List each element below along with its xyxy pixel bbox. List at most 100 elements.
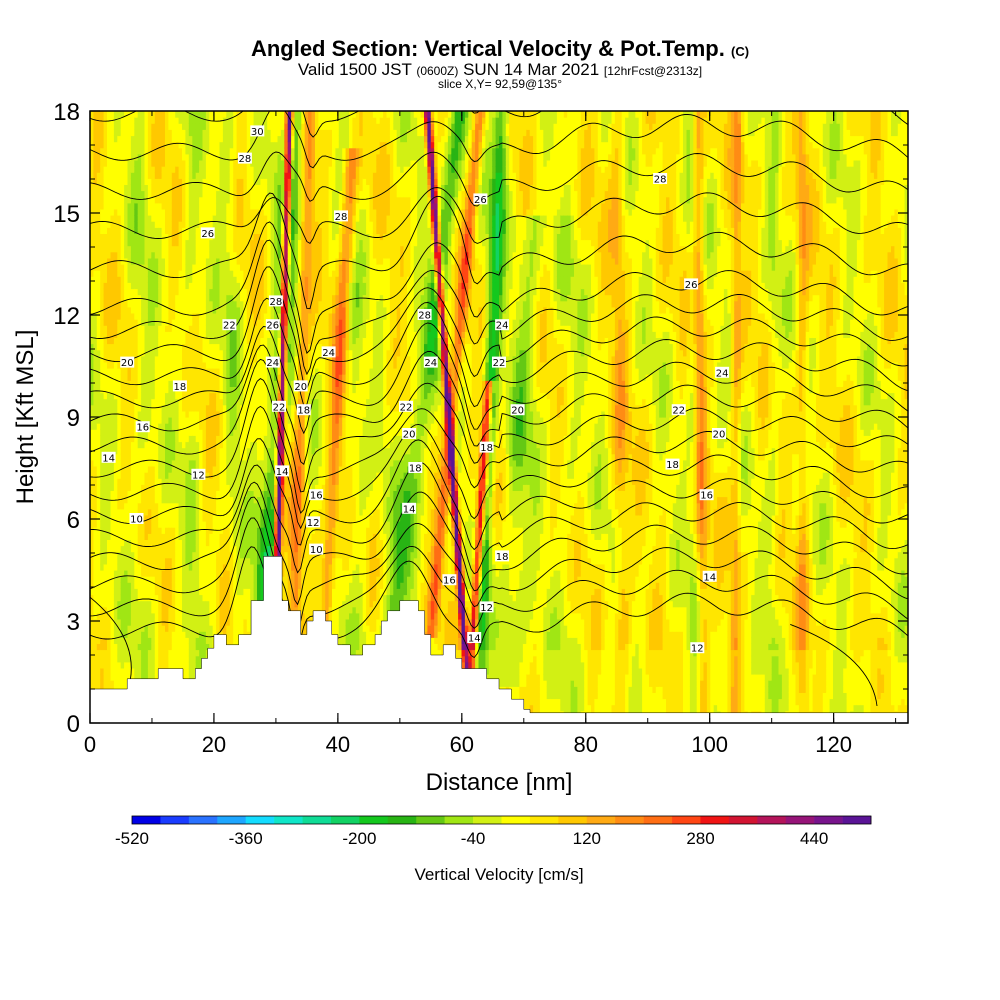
theta-contour-line	[90, 187, 908, 245]
colorbar-swatch	[302, 816, 332, 824]
colorbar-swatch	[529, 816, 559, 824]
x-axis: 0 20 40 60 80 100 120	[84, 111, 897, 757]
contour-label: 22	[399, 400, 413, 413]
contour-label: 28	[653, 173, 668, 186]
theta-contour-line	[90, 151, 908, 207]
y-axis-label: Height [Kft MSL]	[12, 330, 39, 505]
y-tick-label: 15	[53, 201, 80, 228]
colorbar-swatch	[757, 816, 787, 824]
x-tick-label: 40	[326, 732, 350, 757]
chart-title-main: Angled Section: Vertical Velocity & Pot.…	[251, 36, 725, 61]
colorbar-swatch	[217, 816, 246, 824]
terrain-mask	[89, 556, 909, 724]
colorbar-swatch	[814, 816, 843, 824]
theta-contour-line	[790, 623, 878, 707]
contour-label: 20	[712, 428, 726, 441]
contour-label: 14	[467, 632, 482, 645]
contour-label: 22	[671, 404, 686, 417]
contour-label: 12	[191, 468, 206, 481]
colorbar-tick-label: 120	[573, 829, 601, 848]
theta-contour-line	[90, 297, 908, 408]
x-tick-label: 0	[84, 732, 96, 757]
contour-label: 10	[309, 543, 324, 556]
theta-contour-line	[90, 546, 908, 669]
theta-contour-line	[90, 358, 908, 493]
colorbar-swatch	[387, 816, 417, 824]
contour-label: 26	[473, 193, 488, 206]
contour-label: 26	[200, 227, 215, 240]
contour-label: 12	[690, 642, 705, 655]
colorbar-swatch	[132, 816, 161, 824]
contour-label: 18	[408, 462, 423, 475]
x-tick-label: 120	[815, 732, 852, 757]
valid-prefix: Valid 1500 JST	[298, 60, 412, 79]
contour-label: 16	[135, 421, 150, 434]
chart-subtitle: Valid 1500 JST (0600Z) SUN 14 Mar 2021 […	[0, 60, 1000, 80]
colorbar-tick-label: 280	[686, 829, 714, 848]
theta-contour-line	[90, 322, 908, 435]
colorbar-swatch	[700, 816, 730, 824]
y-tick-label: 3	[67, 609, 80, 636]
theta-contour-line	[90, 111, 908, 169]
colorbar-swatch	[274, 816, 303, 824]
contour-label: 14	[101, 451, 116, 464]
contour-label: 22	[492, 356, 506, 369]
velocity-field	[90, 111, 908, 723]
colorbar: -520 -360 -200 -40 120 280 440	[115, 815, 872, 848]
contour-label: 16	[442, 574, 457, 587]
x-axis-label: Distance [nm]	[426, 769, 573, 796]
forecast-tag: [12hrFcst@2313z]	[604, 64, 702, 78]
colorbar-swatch	[160, 816, 190, 824]
colorbar-swatch	[586, 816, 616, 824]
contour-label: 24	[265, 356, 280, 369]
y-tick-label: 6	[67, 507, 80, 534]
colorbar-swatch	[473, 816, 502, 824]
contour-label: 24	[495, 319, 510, 332]
colorbar-swatch	[359, 816, 389, 824]
contour-label: 14	[275, 465, 290, 478]
y-tick-label: 18	[53, 99, 80, 126]
colorbar-swatch	[245, 816, 275, 824]
theta-contour-line	[90, 438, 908, 551]
contour-label: 14	[402, 502, 417, 515]
valid-z: (0600Z)	[416, 64, 458, 78]
contour-label: 30	[250, 125, 265, 138]
y-tick-label: 0	[67, 711, 80, 738]
slice-label: slice X,Y= 92,59@135°	[0, 77, 1000, 91]
colorbar-tick-label: -40	[461, 829, 486, 848]
contour-label: 18	[172, 380, 187, 393]
colorbar-tick-label: 440	[800, 829, 828, 848]
y-tick-label: 9	[67, 405, 80, 432]
contour-label: 24	[715, 366, 730, 379]
theta-contours	[90, 111, 908, 707]
colorbar-swatch	[330, 816, 360, 824]
theta-contour-line	[90, 461, 908, 575]
x-tick-label: 60	[450, 732, 474, 757]
contour-label: 22	[222, 319, 237, 332]
contour-label: 20	[402, 428, 417, 441]
contour-label: 18	[296, 404, 311, 417]
chart-title-unit: (C)	[731, 44, 749, 59]
contour-label: 28	[268, 295, 283, 308]
colorbar-tick-label: -520	[115, 829, 149, 848]
contour-label: 18	[665, 458, 680, 471]
contour-label: 14	[702, 570, 717, 583]
contour-label: 16	[309, 489, 324, 502]
contour-label: 28	[334, 210, 348, 223]
contour-labels: 30 28 26 28 26 28 26 28 26 22 28 24 24 20 24 24 22 24 18 20…	[101, 125, 730, 655]
contour-label: 28	[417, 309, 432, 322]
y-tick-label: 12	[53, 303, 80, 330]
chart-title: Angled Section: Vertical Velocity & Pot.…	[0, 36, 1000, 62]
colorbar-swatch	[188, 816, 218, 824]
x-tick-label: 80	[574, 732, 598, 757]
colorbar-swatch	[501, 816, 531, 824]
theta-contour-line	[90, 378, 908, 514]
contour-label: 12	[306, 516, 321, 529]
contour-label: 16	[699, 489, 714, 502]
contour-label: 24	[423, 356, 438, 369]
contour-label: 24	[321, 346, 336, 359]
contour-label: 10	[129, 513, 144, 526]
colorbar-title: Vertical Velocity [cm/s]	[414, 865, 583, 884]
valid-date: SUN 14 Mar 2021	[463, 60, 599, 79]
